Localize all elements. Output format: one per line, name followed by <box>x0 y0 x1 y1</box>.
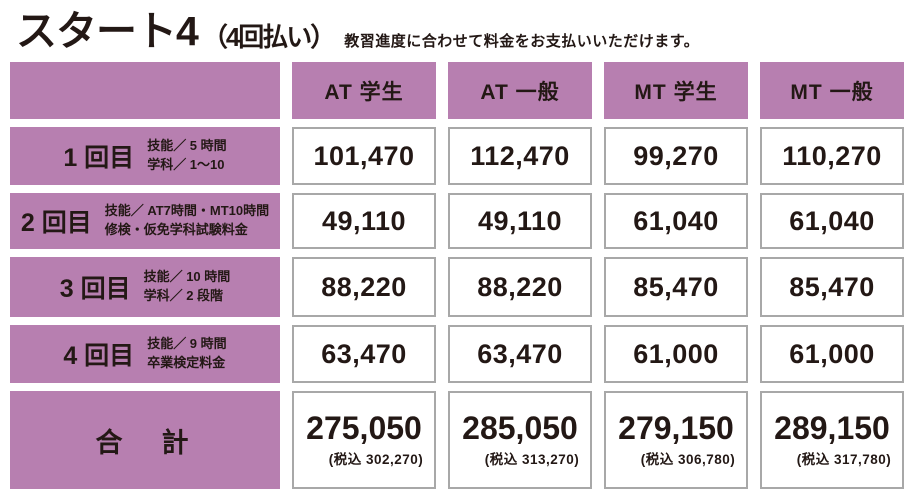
total-amount: 279,150 <box>618 409 734 446</box>
price-cell-r2-mt-student: 61,040 <box>604 193 748 249</box>
column-header-mt-student: MT 学生 <box>604 62 748 119</box>
price-cell-r4-mt-general: 61,000 <box>760 325 904 383</box>
price-cell-r2-mt-general: 61,040 <box>760 193 904 249</box>
column-header-at-general: AT 一般 <box>448 62 592 119</box>
total-tax-included: (税込 302,270) <box>328 452 424 468</box>
price-cell-r4-at-student: 63,470 <box>292 325 436 383</box>
row-note-line1: 技能／ 9 時間 <box>147 336 227 352</box>
price-cell-r1-at-student: 101,470 <box>292 127 436 185</box>
row-label-number: 4 回目 <box>63 342 135 370</box>
price-cell-r2-at-general: 49,110 <box>448 193 592 249</box>
total-cell-at-student: 275,050 (税込 302,270) <box>292 391 436 489</box>
price-cell-r3-mt-student: 85,470 <box>604 257 748 317</box>
total-cell-mt-student: 279,150 (税込 306,780) <box>604 391 748 489</box>
total-cell-mt-general: 289,150 (税込 317,780) <box>760 391 904 489</box>
row-note-line1: 技能／ 5 時間 <box>147 138 227 154</box>
row-note-line1: 技能／ AT7時間・MT10時間 <box>104 203 270 219</box>
row-note-line2: 学科／ 2 段階 <box>143 288 224 303</box>
total-amount-block: 275,050 (税込 302,270) <box>306 409 424 469</box>
page-subtitle: 教習進度に合わせて料金をお支払いいただけます。 <box>344 33 700 50</box>
total-amount: 275,050 <box>306 409 422 446</box>
row-label-payment-2: 2 回目 技能／ AT7時間・MT10時間 修検・仮免学科試験料金 <box>10 193 280 249</box>
total-tax-included: (税込 313,270) <box>484 452 580 468</box>
total-amount-block: 279,150 (税込 306,780) <box>618 409 736 469</box>
price-cell-r1-mt-general: 110,270 <box>760 127 904 185</box>
row-label-number: 3 回目 <box>59 275 131 303</box>
row-label-payment-3: 3 回目 技能／ 10 時間 学科／ 2 段階 <box>10 257 280 317</box>
row-label-notes: 技能／ 10 時間 学科／ 2 段階 <box>144 268 231 306</box>
price-cell-r1-at-general: 112,470 <box>448 127 592 185</box>
total-cell-at-general: 285,050 (税込 313,270) <box>448 391 592 489</box>
row-label-payment-1: 1 回目 技能／ 5 時間 学科／ 1〜10 <box>10 127 280 185</box>
total-tax-included: (税込 306,780) <box>640 452 736 468</box>
row-note-line2: 卒業検定料金 <box>147 355 226 370</box>
total-amount: 285,050 <box>462 409 578 446</box>
row-note-line2: 修検・仮免学科試験料金 <box>104 222 248 237</box>
row-label-payment-4: 4 回目 技能／ 9 時間 卒業検定料金 <box>10 325 280 383</box>
price-cell-r3-at-general: 88,220 <box>448 257 592 317</box>
page-title-installments: （4回払い） <box>201 22 336 52</box>
column-header-at-student: AT 学生 <box>292 62 436 119</box>
row-label-notes: 技能／ 5 時間 学科／ 1〜10 <box>147 137 226 175</box>
price-cell-r2-at-student: 49,110 <box>292 193 436 249</box>
row-note-line2: 学科／ 1〜10 <box>147 157 225 172</box>
row-note-line1: 技能／ 10 時間 <box>143 269 231 285</box>
column-header-mt-general: MT 一般 <box>760 62 904 119</box>
row-label-notes: 技能／ AT7時間・MT10時間 修検・仮免学科試験料金 <box>105 202 269 240</box>
page-title: スタート4 <box>16 8 199 54</box>
price-cell-r3-at-student: 88,220 <box>292 257 436 317</box>
total-row-label: 合 計 <box>10 391 280 489</box>
price-cell-r4-at-general: 63,470 <box>448 325 592 383</box>
price-table: AT 学生 AT 一般 MT 学生 MT 一般 1 回目 技能／ 5 時間 学科… <box>10 62 904 489</box>
row-label-number: 1 回目 <box>63 144 135 172</box>
price-cell-r1-mt-student: 99,270 <box>604 127 748 185</box>
page-header: スタート4 （4回払い） 教習進度に合わせて料金をお支払いいただけます。 <box>0 0 914 52</box>
total-amount-block: 289,150 (税込 317,780) <box>774 409 892 469</box>
total-tax-included: (税込 317,780) <box>796 452 892 468</box>
table-corner-cell <box>10 62 280 119</box>
row-label-number: 2 回目 <box>20 209 92 237</box>
total-amount-block: 285,050 (税込 313,270) <box>462 409 580 469</box>
price-cell-r3-mt-general: 85,470 <box>760 257 904 317</box>
price-cell-r4-mt-student: 61,000 <box>604 325 748 383</box>
total-amount: 289,150 <box>774 409 890 446</box>
row-label-notes: 技能／ 9 時間 卒業検定料金 <box>147 335 226 373</box>
